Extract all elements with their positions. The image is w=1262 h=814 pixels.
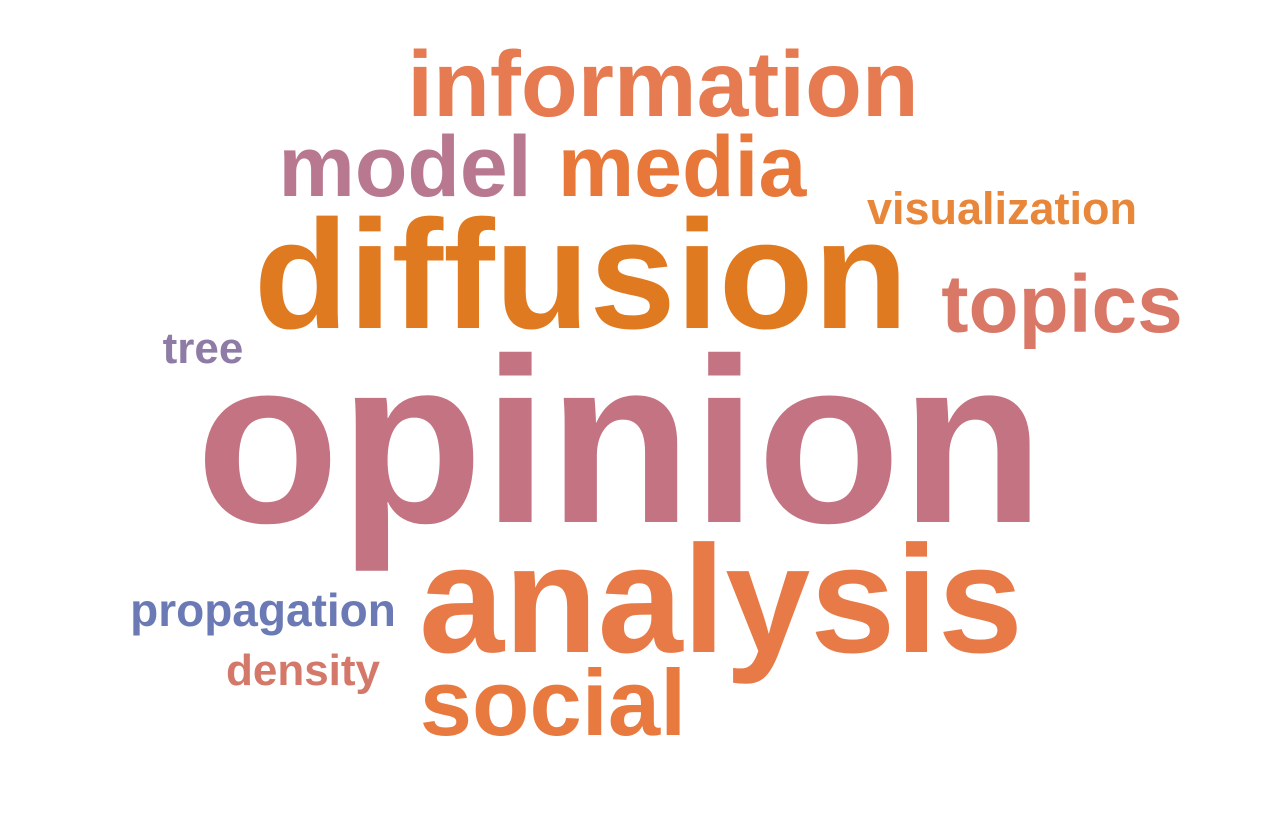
word-model: model — [278, 119, 531, 215]
word-social: social — [420, 650, 687, 755]
word-analysis: analysis — [419, 514, 1023, 685]
word-information: information — [407, 32, 918, 136]
word-diffusion: diffusion — [254, 188, 908, 361]
word-media: media — [558, 119, 808, 215]
word-topics: topics — [941, 259, 1182, 350]
word-propagation: propagation — [130, 584, 396, 636]
word-opinion: opinion — [196, 309, 1044, 572]
word-density: density — [226, 646, 381, 695]
word-tree: tree — [163, 324, 244, 373]
word-visualization: visualization — [867, 183, 1137, 234]
